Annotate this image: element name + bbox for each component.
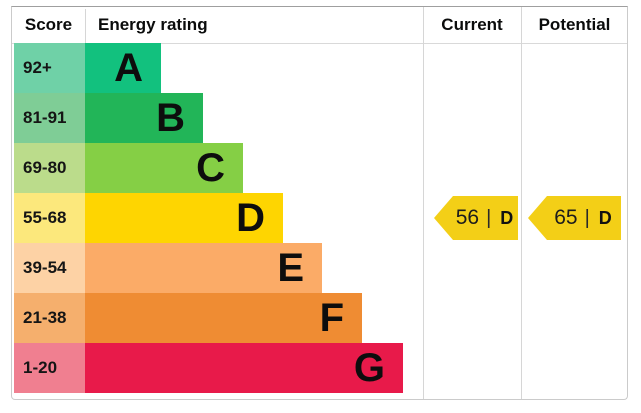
epc-band-row-a: 92+ A [14,43,161,93]
potential-rating-letter: D [598,207,612,228]
band-letter: A [114,46,143,90]
band-letter: D [236,196,265,240]
potential-column-divider [521,7,522,399]
score-column-divider [85,9,86,43]
current-rating-value: 56 [455,206,480,229]
band-bar: F [85,293,362,343]
current-column-header: Current [441,15,503,34]
badge-separator: | [486,206,492,229]
band-score-label: 81-91 [14,93,85,143]
band-bar: G [85,343,403,393]
badge-separator: | [584,206,590,229]
band-letter: G [353,346,385,390]
band-letter: F [319,296,344,340]
band-score-label: 92+ [14,43,85,93]
score-column-header: Score [24,15,73,34]
band-bar: E [85,243,322,293]
band-score-label: 55-68 [14,193,85,243]
current-rating-arrow: 56 | D [434,196,518,240]
epc-band-row-g: 1-20 G [14,343,403,393]
band-bar: D [85,193,283,243]
potential-column-header: Potential [538,15,611,34]
band-letter: C [196,146,225,190]
potential-rating-arrow: 65 | D [528,196,621,240]
energy-rating-column-header: Energy rating [98,15,208,34]
epc-band-row-b: 81-91 B [14,93,203,143]
potential-rating-value: 65 [554,206,578,229]
band-score-label: 21-38 [14,293,85,343]
epc-table: Score Energy rating Current Potential 92… [11,6,628,400]
epc-band-row-e: 39-54 E [14,243,322,293]
band-bar: B [85,93,203,143]
current-rating-letter: D [500,207,514,228]
band-score-label: 39-54 [14,243,85,293]
band-score-label: 1-20 [14,343,85,393]
band-letter: E [277,246,304,290]
band-bar: A [85,43,161,93]
band-bar: C [85,143,243,193]
epc-band-row-d: 55-68 D [14,193,283,243]
epc-band-row-f: 21-38 F [14,293,362,343]
band-score-label: 69-80 [14,143,85,193]
header-divider [12,43,627,44]
epc-band-row-c: 69-80 C [14,143,243,193]
band-letter: B [156,96,185,140]
current-column-divider [423,7,424,399]
